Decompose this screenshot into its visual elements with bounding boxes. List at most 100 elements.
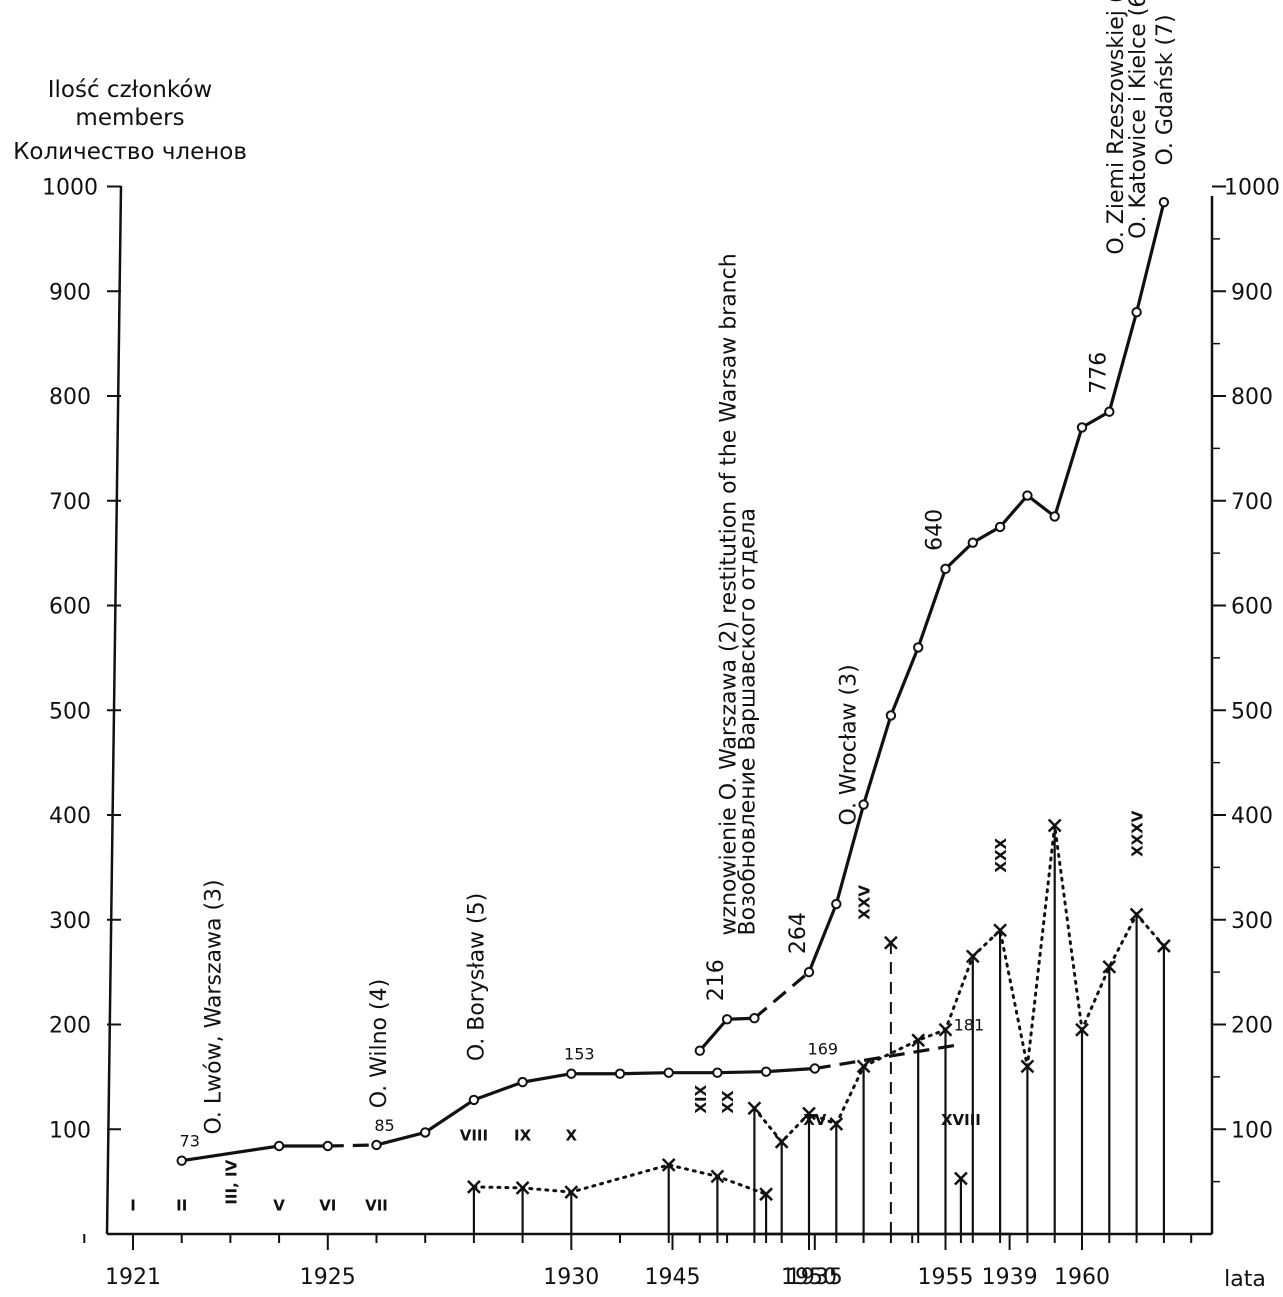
branch-annotation: O. Wilno (4): [367, 979, 392, 1108]
circle-point: [420, 1127, 431, 1138]
congress-label: X: [566, 1126, 578, 1144]
series-segment: [1053, 426, 1084, 517]
branch-annotation: O. Gdańsk (7): [1153, 14, 1178, 165]
value-label: 169: [808, 1039, 839, 1058]
cross-point: [884, 935, 898, 950]
series-segment: [473, 1080, 524, 1102]
series-segment: [376, 1130, 426, 1147]
series-segment: [916, 568, 948, 648]
value-label: 181: [954, 1015, 985, 1034]
circle-point: [614, 1068, 626, 1079]
congress-label: XXV: [856, 885, 874, 920]
y-tick-label-right: 900: [1231, 280, 1273, 305]
circle-point: [371, 1139, 382, 1151]
y-tick-label-left: 800: [49, 385, 91, 410]
congress-stems: [472, 825, 1166, 1234]
y-axis-title-polish: Ilość członków: [47, 77, 213, 103]
series-segment: [327, 1143, 377, 1148]
series-segment: [944, 541, 974, 570]
axes: 100 100 200 200 300 300 400 400 500 500 600 600 700 7…: [42, 176, 1280, 1293]
circle-point: [694, 1045, 705, 1056]
y-tick-label-left: 200: [49, 1014, 91, 1039]
congress-label: XVIII: [941, 1111, 981, 1129]
x-tick-label: 1939: [982, 1265, 1038, 1290]
cross-point: [911, 1033, 926, 1048]
circle-point: [809, 1063, 820, 1074]
value-label: 216: [704, 959, 729, 1001]
circle-point: [322, 1140, 333, 1152]
series-segment: [834, 804, 866, 905]
congress-label: IX: [514, 1126, 532, 1144]
congress-label: VI: [319, 1197, 336, 1215]
y-tick-label-right: 200: [1231, 1014, 1273, 1039]
branch-annotation: O. Wrocław (3): [836, 664, 861, 825]
series-segment: [1081, 410, 1111, 429]
branch-annotation: wznowienie O. Warszawa (2) restitution o…: [716, 253, 741, 935]
cross-point: [759, 1187, 773, 1202]
congress-label: II: [176, 1197, 187, 1215]
series-segment: [181, 1144, 280, 1163]
circle-point: [468, 1094, 480, 1106]
y-tick-label-left: 600: [49, 595, 91, 620]
value-label: 85: [374, 1116, 394, 1135]
circle-point: [712, 1067, 723, 1078]
circle-point: [517, 1076, 528, 1088]
y-tick-label-left: 500: [49, 699, 91, 724]
series-segment: [1107, 311, 1139, 413]
x-tick-label: 1955: [918, 1265, 974, 1290]
value-label: 640: [923, 509, 948, 551]
series-segment: [1026, 494, 1056, 518]
series-segment: [698, 1018, 729, 1052]
series-segment: [889, 646, 920, 717]
series-segment: [1135, 201, 1166, 313]
branch-annotation: Возобновление Варшавского отдела: [735, 508, 760, 935]
y-tick-label-right: 600: [1231, 595, 1273, 620]
y-tick-label-right: 100: [1231, 1118, 1273, 1143]
series-segment: [765, 1066, 815, 1074]
y-tick-label-left: 100: [49, 1118, 91, 1143]
circle-point: [1049, 511, 1060, 522]
congress-label: XXX: [992, 837, 1010, 872]
value-label: 264: [786, 912, 811, 954]
congress-label: XIX: [692, 1084, 710, 1113]
congress-label: XV: [803, 1111, 827, 1129]
series-segment: [753, 970, 811, 1020]
series-segment: [998, 494, 1029, 528]
series-segment: [717, 1070, 767, 1075]
circle-point: [858, 799, 869, 810]
y-tick-label-right: 400: [1231, 804, 1273, 829]
y-axis-title-russian: Количество членов: [13, 139, 247, 165]
circle-point: [663, 1067, 674, 1078]
circle-point: [176, 1155, 187, 1166]
x-tick-label: 1935: [787, 1265, 843, 1290]
circle-point: [913, 642, 924, 653]
cross-point: [1102, 960, 1117, 974]
cross-point: [954, 1171, 968, 1186]
circle-point: [940, 563, 951, 575]
series-segment: [619, 1071, 669, 1076]
y-tick-label-left: 400: [49, 804, 91, 829]
circle-point: [967, 537, 978, 548]
y-axis-title-english: members: [75, 105, 185, 131]
y-tick-label-right: 1000: [1224, 176, 1280, 201]
congress-label: III, IV: [222, 1159, 240, 1204]
congress-label: V: [273, 1197, 285, 1215]
congress-label: XXXV: [1129, 810, 1147, 857]
membership-series: [176, 197, 1170, 1166]
circle-point: [1022, 490, 1033, 501]
dotted-series-line: [472, 1163, 768, 1196]
congress-label: VII: [365, 1197, 388, 1215]
y-tick-label-right: 500: [1231, 699, 1273, 724]
value-label: 776: [1086, 352, 1111, 394]
series-segment: [424, 1098, 475, 1134]
circle-point: [749, 1013, 760, 1024]
dotted-series-line: [752, 825, 1166, 1145]
circle-point: [721, 1014, 733, 1025]
x-tick-label: 1925: [300, 1265, 356, 1290]
circle-point: [1076, 422, 1088, 433]
congress-label: I: [130, 1197, 136, 1215]
y-tick-label-right: 700: [1231, 490, 1273, 515]
value-label: 153: [564, 1045, 595, 1064]
circle-point: [1158, 197, 1170, 208]
